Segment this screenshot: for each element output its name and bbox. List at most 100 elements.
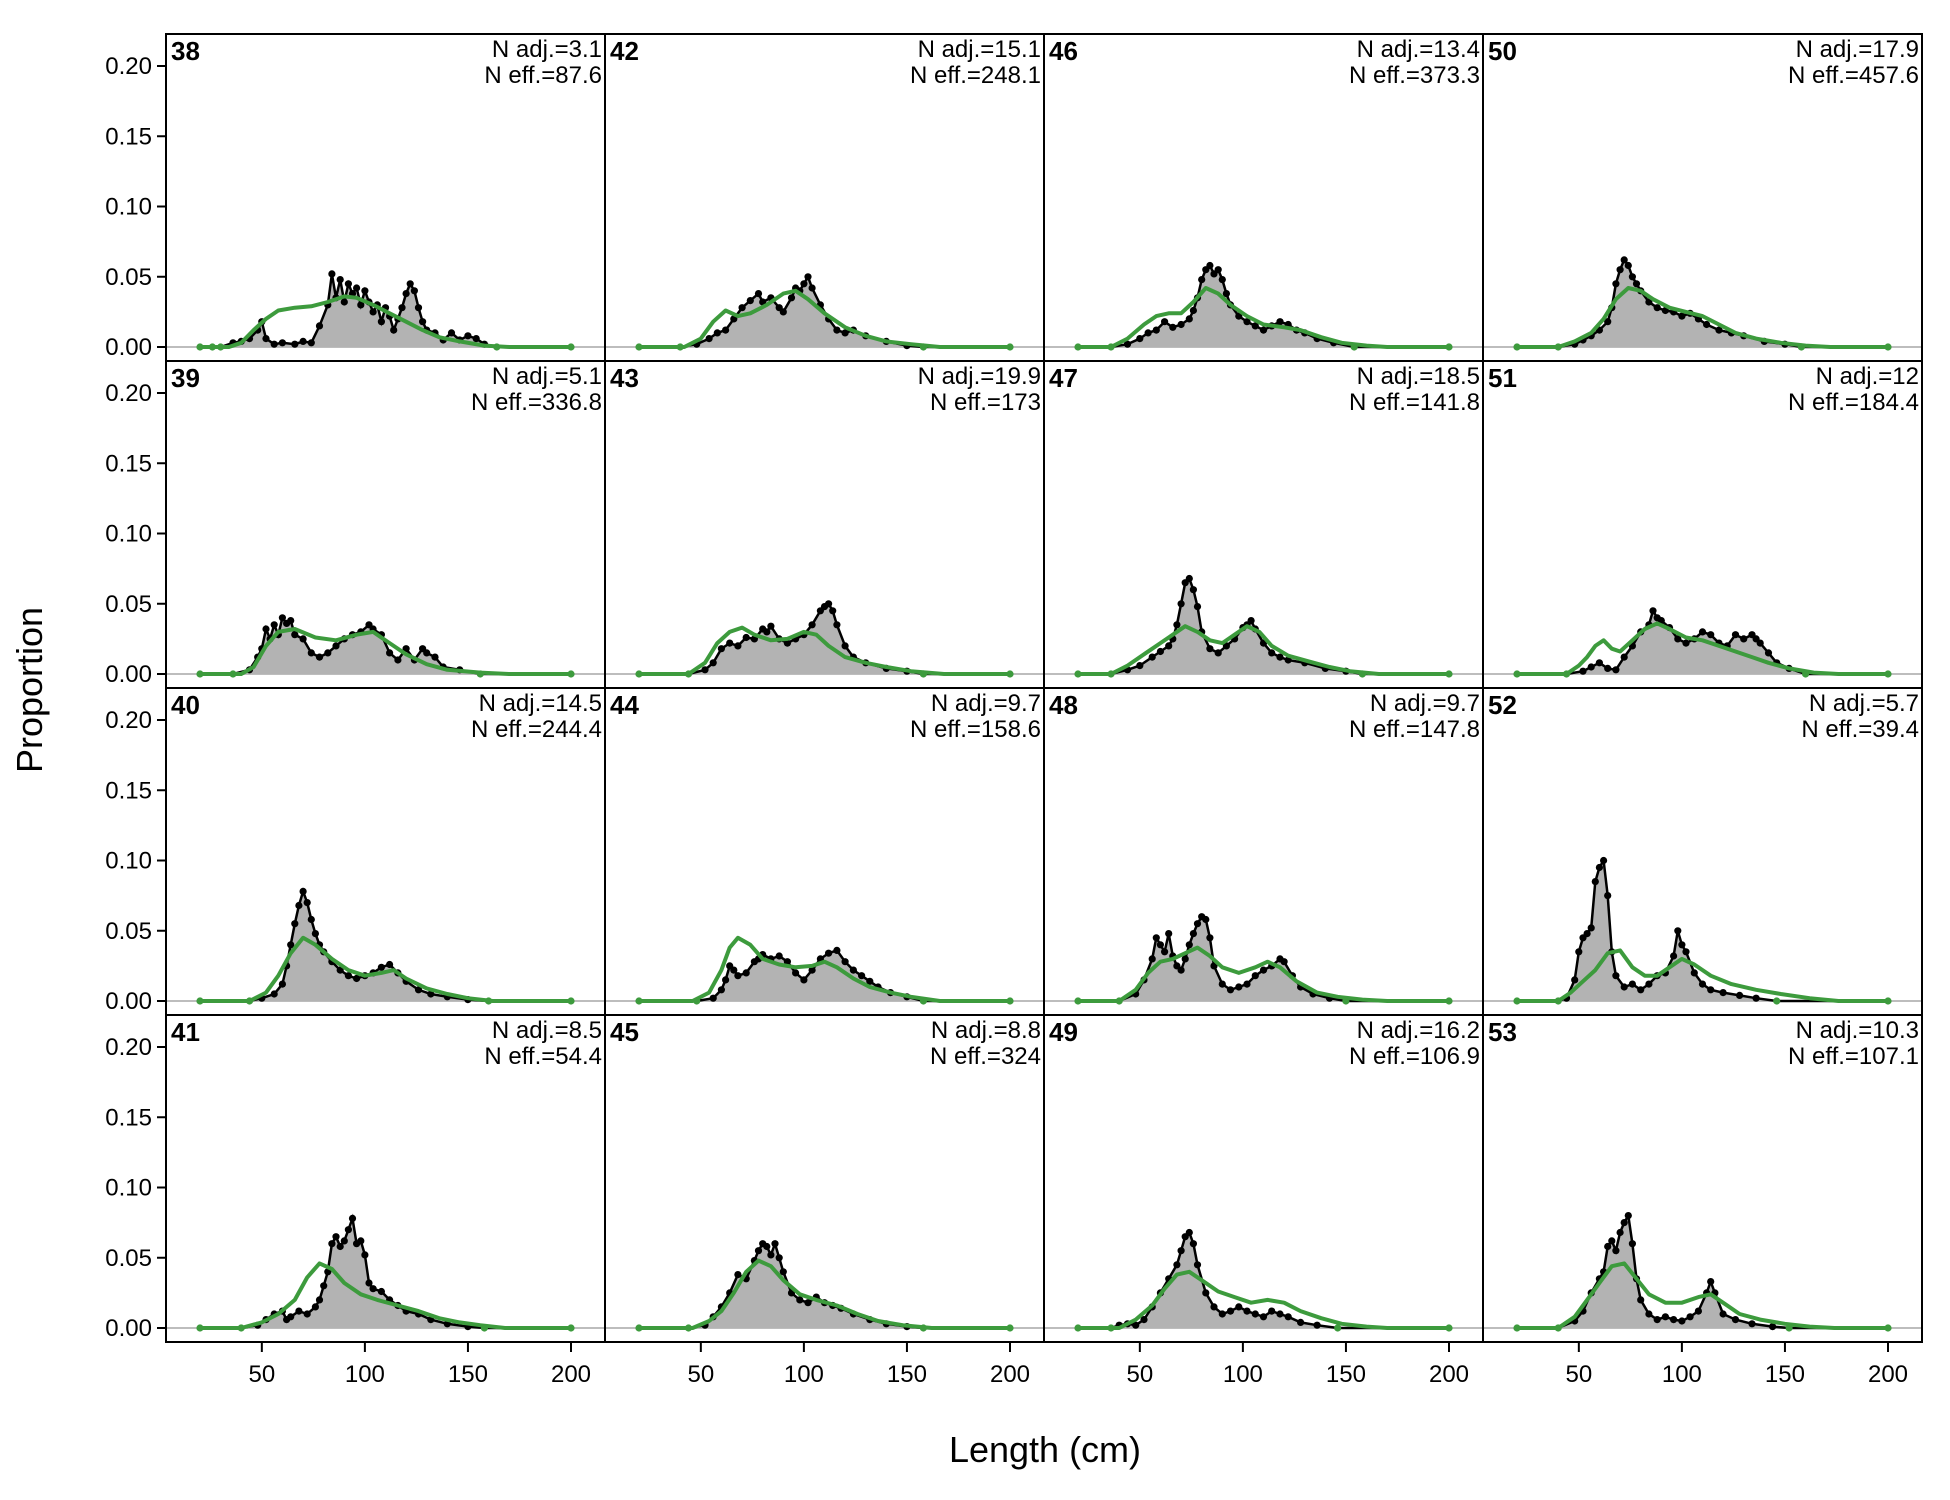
observed-point [1620,653,1628,661]
expected-line-53 [1517,1261,1888,1330]
panel-label: 49 [1049,1017,1078,1047]
observed-point [1604,664,1612,673]
observed-point [332,642,340,650]
observed-point [1185,574,1193,583]
observed-point [369,308,377,316]
observed-point [1235,983,1243,991]
observed-area-48 [1078,916,1449,1001]
observed-point [1591,878,1599,886]
n-adj-label: N adj.=16.2 [1357,1017,1480,1044]
observed-point [328,270,336,278]
observed-point [833,621,841,629]
observed-point [1193,1261,1202,1269]
observed-area-50 [1517,259,1888,347]
observed-point [431,653,439,661]
observed-point [1624,261,1632,270]
panel-47: 47 N adj.=18.5N eff.=141.8 [1043,360,1484,689]
n-adj-label: N adj.=17.9 [1796,36,1919,63]
observed-point [1707,986,1715,994]
observed-point [713,329,721,337]
observed-point [1276,1310,1284,1318]
observed-point [808,284,816,292]
observed-point [1185,315,1193,323]
observed-point [763,1242,771,1251]
expected-line-48 [1078,945,1449,1003]
observed-point [1251,1310,1259,1318]
observed-point [1276,318,1284,326]
observed-point [1210,1303,1218,1311]
n-eff-label: N eff.=248.1 [910,62,1041,89]
observed-point [1140,1316,1148,1324]
observed-point [1678,941,1686,949]
observed-point [1587,924,1595,932]
observed-point [1682,639,1690,647]
observed-point [1189,306,1197,315]
observed-point [1268,1307,1276,1315]
observed-point [1682,948,1690,956]
x-tick-label: 50 [248,1361,275,1388]
observed-point [705,335,713,343]
n-adj-label: N adj.=9.7 [931,690,1041,717]
observed-point [1189,586,1197,594]
observed-point [1731,1316,1740,1324]
x-tick-label: 50 [1565,1361,1592,1388]
observed-point [1719,989,1727,997]
observed-point [800,280,808,288]
n-eff-label: N eff.=324 [930,1043,1041,1070]
observed-point [1583,930,1591,938]
y-tick-label: 0.10 [105,194,152,221]
observed-point [849,966,858,974]
observed-point [262,335,270,343]
n-eff-label: N eff.=457.6 [1788,62,1919,89]
observed-point [1206,261,1214,270]
expected-line-40 [200,935,571,1003]
observed-point [1748,1320,1756,1328]
y-tick-label: 0.00 [105,988,152,1015]
observed-point [771,1240,779,1248]
observed-point [1620,256,1628,264]
panel-label: 47 [1049,363,1078,393]
observed-point [1612,1247,1620,1255]
observed-point [1218,276,1226,284]
x-tick-label: 150 [1326,1361,1366,1388]
y-tick-label: 0.10 [105,521,152,548]
observed-point [1173,621,1181,629]
n-adj-label: N adj.=10.3 [1796,1017,1919,1044]
observed-point [866,977,874,985]
n-adj-label: N adj.=19.9 [918,363,1041,390]
y-tick-label: 0.20 [105,1034,152,1061]
observed-point [402,290,410,298]
observed-point [324,649,332,657]
observed-point [1177,320,1185,329]
n-eff-label: N eff.=87.6 [484,62,602,89]
y-tick-label: 0.00 [105,1315,152,1342]
observed-point [344,1226,352,1234]
observed-point [287,941,295,949]
observed-point [1161,948,1169,956]
observed-point [825,600,833,608]
observed-point [1156,647,1164,656]
panel-51: 51 N adj.=12N eff.=184.4 [1482,360,1923,689]
observed-point [1690,969,1698,977]
observed-point [767,622,775,630]
observed-point [1674,927,1682,935]
observed-point [742,633,750,642]
observed-point [1243,980,1251,988]
observed-point [1193,603,1202,611]
observed-point [1222,642,1230,650]
observed-point [759,298,767,306]
observed-point [1694,1307,1702,1315]
observed-point [841,642,849,650]
panel-frame [1482,1014,1923,1343]
observed-point [754,1247,763,1255]
observed-point [1649,607,1657,615]
observed-point [1202,1289,1210,1297]
x-tick-label: 200 [1429,1361,1469,1388]
observed-point [1604,892,1612,900]
panel-label: 39 [171,363,200,393]
observed-point [787,294,796,302]
observed-point [1624,1212,1632,1220]
observed-point [1226,986,1235,994]
observed-point [1173,1261,1181,1269]
observed-point [287,617,295,625]
